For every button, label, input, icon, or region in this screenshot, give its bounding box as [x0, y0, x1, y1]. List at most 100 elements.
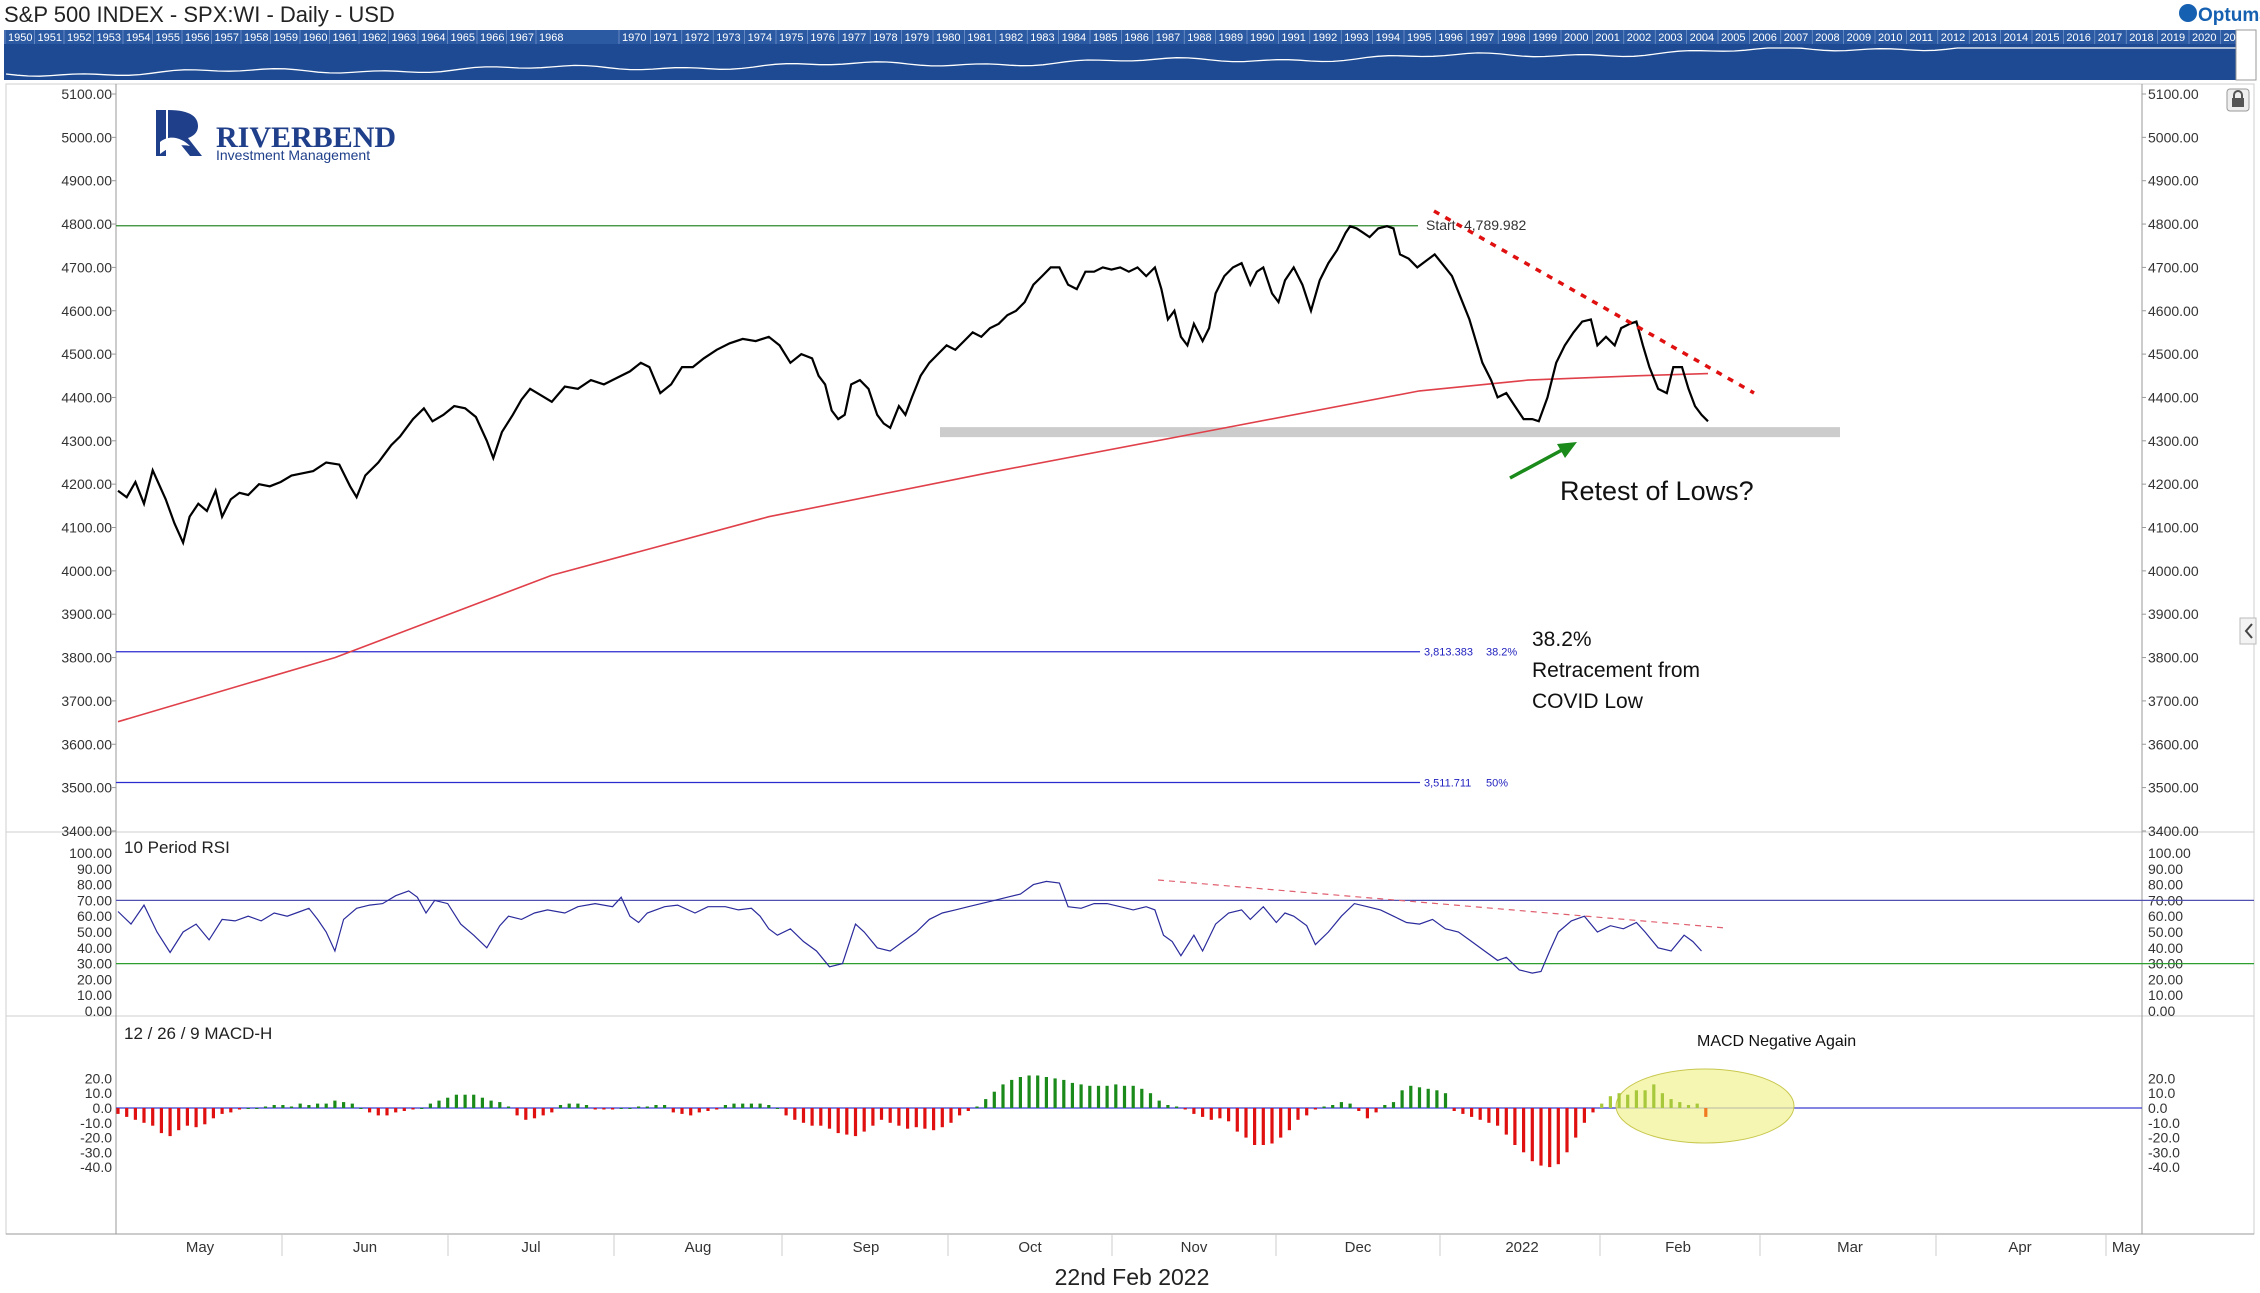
price-ytick-label: 4500.00 [61, 346, 112, 362]
macd-bar [437, 1100, 441, 1108]
overview-year-label: 1980 [936, 32, 960, 44]
macd-bar [1313, 1108, 1317, 1110]
xaxis-month-label: Mar [1837, 1239, 1863, 1256]
macd-bar [1053, 1078, 1057, 1108]
price-ytick-label: 4700.00 [61, 259, 112, 275]
overview-year-label: 1977 [842, 32, 866, 44]
xaxis-month-label: Feb [1665, 1239, 1691, 1256]
macd-bar [324, 1103, 328, 1108]
lock-icon[interactable] [2226, 88, 2250, 112]
logo-name: RIVERBEND [216, 121, 396, 154]
macd-bar [784, 1108, 788, 1116]
rsi-ytick-label: 100.00 [2148, 845, 2191, 861]
macd-bar [1261, 1108, 1265, 1145]
overview-year-label: 1986 [1124, 32, 1148, 44]
macd-bar [463, 1094, 467, 1108]
overview-year-label: 2007 [1784, 32, 1808, 44]
price-ytick-label: 5100.00 [2148, 86, 2199, 102]
price-yaxis-right: 5100.00 5000.00 4900.00 4800.00 4700.00 4600.… [2142, 86, 2199, 839]
spx-price-line [117, 224, 1709, 547]
overview-year-label: 1981 [967, 32, 991, 44]
macd-bar [1209, 1108, 1213, 1120]
price-ytick-label: 3800.00 [2148, 650, 2199, 666]
overview-year-label: 1956 [185, 32, 209, 44]
macd-bar [359, 1108, 363, 1109]
macd-bar [1296, 1108, 1300, 1120]
retest-annotation: Retest of Lows? [1560, 476, 1754, 506]
macd-bar [862, 1108, 866, 1132]
macd-bar [125, 1108, 129, 1117]
macd-bar [628, 1108, 632, 1109]
macd-bar [1044, 1077, 1048, 1108]
overview-year-label: 1993 [1344, 32, 1368, 44]
price-ytick-label: 4900.00 [61, 173, 112, 189]
macd-bar [263, 1106, 268, 1108]
price-ytick-label: 5000.00 [61, 129, 112, 145]
overview-strip[interactable]: 1950 1951 1952 1953 1954 1955 1956 1957 1958 1959… [4, 30, 2248, 80]
price-ytick-label: 4200.00 [61, 476, 112, 492]
macd-bar [1443, 1093, 1448, 1108]
macd-bar [853, 1108, 858, 1137]
macd-bar [1062, 1079, 1066, 1108]
macd-bar [1617, 1093, 1621, 1108]
overview-year-label: 1958 [244, 32, 268, 44]
macd-bar [923, 1108, 927, 1129]
chart-title: S&P 500 INDEX - SPX:WI - Daily - USD [4, 2, 395, 27]
optuma-logo-icon [2179, 4, 2197, 22]
price-ytick-label: 5100.00 [61, 86, 112, 102]
overview-year-label: 2001 [1595, 32, 1619, 44]
macd-bar [1070, 1082, 1074, 1108]
macd-bar [567, 1103, 571, 1108]
overview-year-label: 1994 [1376, 32, 1400, 44]
overview-year-label: 1987 [1156, 32, 1180, 44]
macd-ytick-label: -20.0 [2148, 1130, 2180, 1146]
high-marker-value: 4,789.982 [1464, 217, 1526, 233]
macd-bar [663, 1105, 667, 1108]
macd-bar [1088, 1085, 1092, 1108]
macd-bar [697, 1108, 701, 1113]
price-ytick-label: 4100.00 [2148, 520, 2199, 536]
macd-bar [819, 1108, 823, 1126]
macd-ytick-label: -30.0 [2148, 1144, 2180, 1160]
rsi-line [117, 880, 1702, 974]
macd-ytick-label: -10.0 [2148, 1115, 2180, 1131]
macd-ytick-label: 10.0 [2148, 1085, 2175, 1101]
overview-year-label: 1998 [1501, 32, 1525, 44]
fib-annotation-line3: COVID Low [1532, 690, 1644, 713]
macd-bar [307, 1105, 311, 1108]
price-ytick-label: 4600.00 [2148, 303, 2199, 319]
xaxis-month-label: Dec [1345, 1239, 1372, 1256]
macd-bar [1374, 1108, 1378, 1113]
macd-bar [914, 1108, 918, 1128]
macd-bar [368, 1108, 372, 1113]
macd-bar [342, 1102, 346, 1108]
macd-bar [992, 1091, 996, 1108]
overview-year-label: 2015 [2035, 32, 2059, 44]
macd-bar [524, 1108, 528, 1120]
macd-bar [1244, 1108, 1248, 1138]
macd-bar [871, 1108, 875, 1126]
macd-bar [1400, 1090, 1404, 1108]
overview-year-label: 1972 [685, 32, 709, 44]
macd-bar [845, 1108, 849, 1135]
rsi-yaxis-left: 100.0090.0080.0070.0060.0050.0040.0030.0… [69, 845, 112, 1019]
price-panel-frame [5, 83, 2255, 833]
price-ytick-label: 4800.00 [61, 216, 112, 232]
macd-bar [385, 1108, 389, 1116]
overview-scroll-handle[interactable] [2235, 29, 2257, 81]
collapse-panel-icon[interactable] [2239, 617, 2257, 645]
macd-bar [229, 1108, 233, 1113]
macd-bar [1227, 1108, 1231, 1122]
macd-bar [1010, 1079, 1014, 1108]
macd-bar [151, 1108, 155, 1126]
macd-bar [472, 1094, 476, 1108]
macd-bar [1643, 1090, 1647, 1108]
fibonacci-levels: 3,813.383 38.2% 3,511.711 50% [116, 647, 1517, 790]
macd-bar [133, 1108, 137, 1120]
overview-year-label: 2005 [1721, 32, 1745, 44]
overview-year-label: 1985 [1093, 32, 1117, 44]
macd-bar [1201, 1108, 1205, 1117]
macd-bar [116, 1108, 120, 1114]
macd-bar [1183, 1108, 1187, 1110]
macd-bar [194, 1108, 198, 1128]
